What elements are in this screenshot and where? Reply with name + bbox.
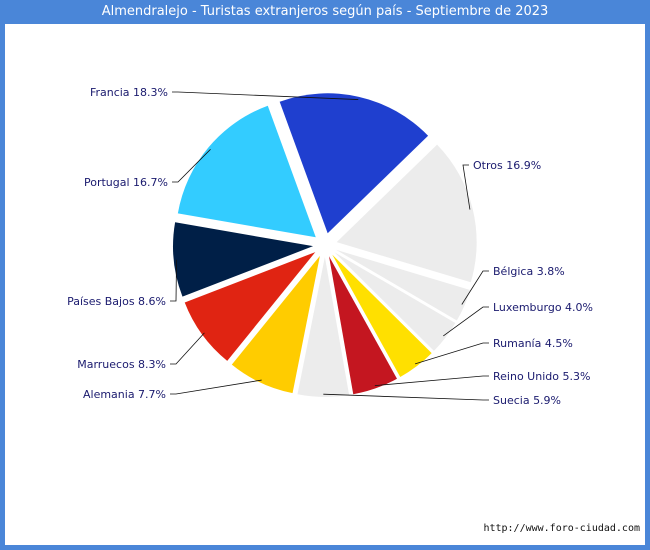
- pie-slice-alemania: [231, 255, 320, 394]
- pie-slice-portugal: [177, 105, 316, 238]
- slice-label-suecia: Suecia 5.9%: [493, 394, 561, 407]
- leader-line-rumanía: [414, 342, 489, 365]
- pie-slice-rumanía: [332, 254, 432, 377]
- chart-title: Almendralejo - Turistas extranjeros segú…: [101, 4, 549, 19]
- leader-line-luxemburgo: [443, 306, 489, 337]
- pie-slice-reino-unido: [329, 256, 397, 395]
- leader-line-marruecos: [170, 332, 205, 365]
- leader-line-países-bajos: [170, 259, 177, 302]
- slice-label-alemania: Alemania 7.7%: [83, 388, 166, 401]
- slice-label-países-bajos: Países Bajos 8.6%: [67, 295, 166, 308]
- leader-line-reino-unido: [374, 375, 489, 387]
- leader-line-alemania: [170, 379, 262, 395]
- slice-label-francia: Francia 18.3%: [90, 86, 168, 99]
- slice-label-luxemburgo: Luxemburgo 4.0%: [493, 301, 593, 314]
- leader-line-bélgica: [461, 270, 489, 305]
- slice-label-bélgica: Bélgica 3.8%: [493, 265, 565, 278]
- pie-slice-francia: [279, 93, 429, 234]
- leader-line-otros: [462, 164, 471, 210]
- pie-slice-bélgica: [336, 249, 471, 321]
- pie-slice-luxemburgo: [334, 252, 456, 351]
- leader-line-francia: [172, 91, 359, 100]
- slice-label-marruecos: Marruecos 8.3%: [77, 358, 166, 371]
- leader-line-portugal: [172, 149, 211, 183]
- source-credit: http://www.foro-ciudad.com: [483, 523, 640, 534]
- slice-label-reino-unido: Reino Unido 5.3%: [493, 370, 590, 383]
- pie-slice-marruecos: [184, 252, 316, 361]
- slice-label-portugal: Portugal 16.7%: [84, 176, 168, 189]
- pie-slice-otros: [336, 144, 477, 283]
- leader-line-suecia: [323, 393, 489, 401]
- pie-slice-países-bajos: [173, 222, 314, 297]
- pie-slice-suecia: [297, 256, 350, 397]
- slice-label-otros: Otros 16.9%: [473, 159, 541, 172]
- slice-label-rumanía: Rumanía 4.5%: [493, 337, 573, 350]
